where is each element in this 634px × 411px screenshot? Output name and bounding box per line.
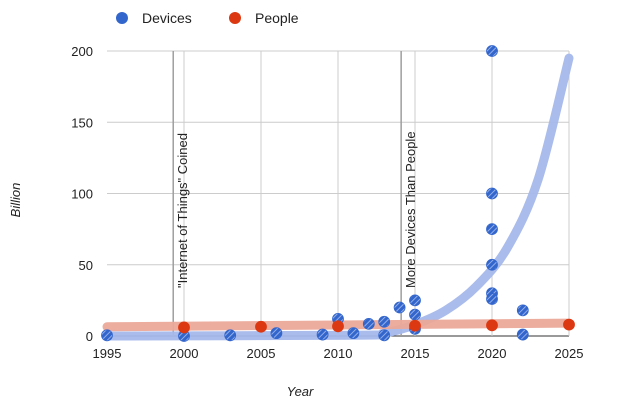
people-legend-label: People — [255, 10, 299, 26]
devices-point — [378, 329, 391, 342]
devices-point — [101, 329, 113, 342]
devices-point — [409, 308, 421, 321]
devices-point — [409, 294, 421, 307]
devices-point — [362, 317, 375, 330]
annotation-label: "Internet of Things" Coined — [175, 133, 190, 288]
y-tick-label: 100 — [71, 187, 93, 202]
x-tick-label: 1995 — [93, 346, 122, 361]
x-tick-label: 2005 — [247, 346, 276, 361]
people-point — [563, 318, 575, 331]
devices-point — [486, 223, 498, 236]
devices-point — [270, 327, 283, 340]
people-point — [486, 319, 498, 332]
devices-point — [393, 301, 406, 314]
devices-point — [486, 258, 498, 271]
x-tick-label: 2000 — [170, 346, 199, 361]
devices-point — [316, 328, 329, 341]
people-point — [409, 319, 421, 332]
y-tick-label: 200 — [71, 44, 93, 59]
devices-point — [486, 293, 498, 305]
y-tick-label: 50 — [79, 258, 93, 273]
people-point — [178, 321, 190, 334]
x-tick-label: 2020 — [478, 346, 507, 361]
devices-point — [486, 187, 498, 200]
x-axis-title: Year — [287, 384, 314, 399]
annotation-label: More Devices Than People — [403, 131, 418, 288]
devices-legend-label: Devices — [142, 10, 192, 26]
devices-point — [486, 45, 498, 57]
devices-point — [224, 329, 237, 342]
x-tick-label: 2010 — [324, 346, 353, 361]
people-point — [332, 320, 344, 333]
x-tick-label: 2015 — [401, 346, 430, 361]
devices-trendline — [102, 53, 574, 341]
devices-point — [347, 327, 360, 340]
y-axis-title: Billion — [8, 183, 23, 218]
x-tick-label: 2025 — [555, 346, 584, 361]
devices-point — [378, 315, 391, 328]
people-point — [255, 320, 267, 333]
devices-legend-marker — [116, 12, 128, 24]
y-tick-label: 150 — [71, 115, 93, 130]
people-legend-marker — [229, 12, 241, 24]
devices-point — [516, 328, 529, 341]
y-tick-label: 0 — [86, 329, 93, 344]
devices-point — [516, 304, 529, 317]
